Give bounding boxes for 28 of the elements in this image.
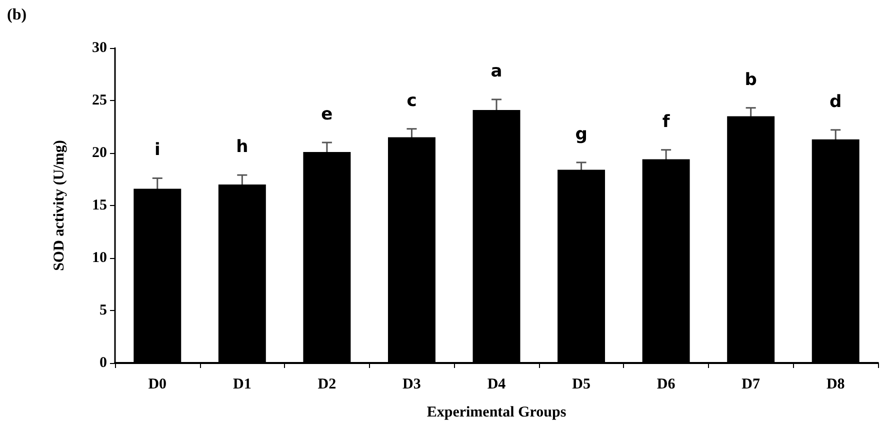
annotation: d — [830, 92, 842, 112]
y-tick-label: 20 — [92, 145, 107, 161]
annotation: e — [321, 104, 333, 124]
annotation: h — [236, 137, 248, 158]
y-tick-label: 30 — [92, 40, 107, 56]
annotation: f — [662, 112, 670, 132]
y-tick-label: 0 — [100, 355, 107, 371]
annotation: b — [744, 70, 757, 90]
y-tick-label: 15 — [92, 198, 107, 214]
x-axis-title: Experimental Groups — [426, 404, 566, 420]
y-axis-title: SOD activity (U/mg) — [52, 140, 68, 271]
annotation: c — [406, 90, 417, 111]
annotation: g — [575, 124, 588, 144]
y-tick-label: 25 — [92, 92, 107, 108]
x-tick-label: D4 — [487, 376, 506, 392]
y-tick-label: 5 — [100, 302, 107, 318]
x-tick-label: D2 — [318, 376, 336, 392]
y-tick-label: 10 — [92, 250, 107, 266]
x-tick-label: D5 — [572, 376, 590, 392]
x-tick-label: D8 — [826, 376, 845, 392]
chart-title: (b) — [7, 6, 27, 24]
annotation: i — [154, 140, 160, 160]
x-tick-label: D7 — [742, 376, 760, 392]
annotation: a — [490, 61, 502, 82]
x-tick-label: D1 — [232, 376, 252, 392]
x-tick-label: D0 — [148, 376, 167, 392]
x-tick-label: D3 — [402, 376, 421, 392]
x-tick-label: D6 — [656, 376, 676, 392]
